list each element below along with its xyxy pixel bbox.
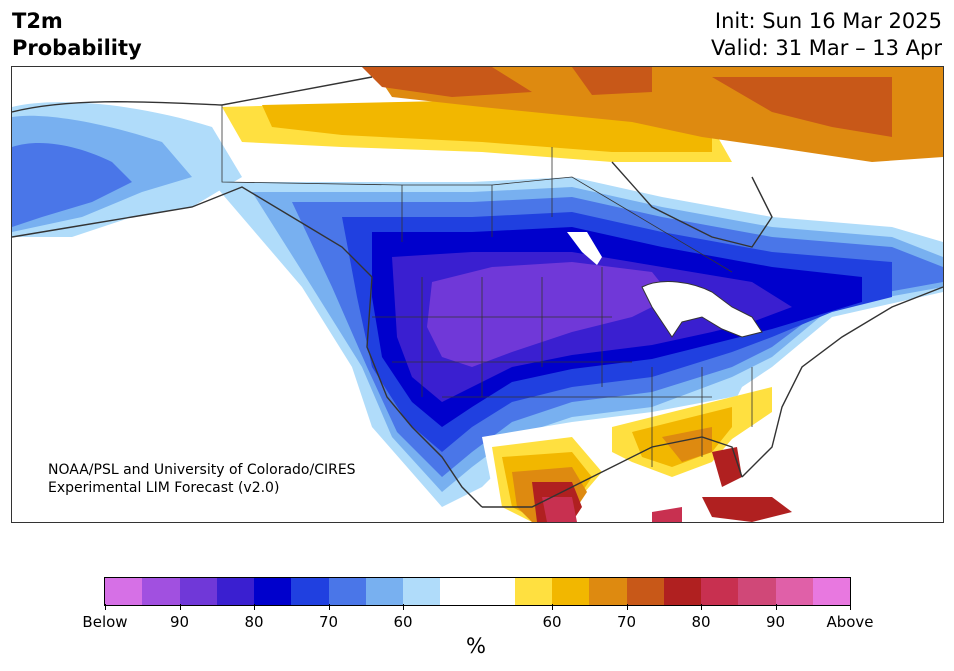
colorbar-segment [514, 578, 552, 605]
colorbar-tick-mark [254, 604, 255, 610]
colorbar-tick-label: 70 [616, 613, 637, 631]
colorbar-segment [738, 578, 776, 605]
colorbar-tick-label: 80 [691, 613, 711, 631]
colorbar-segment [179, 578, 217, 605]
colorbar-segment [403, 578, 441, 605]
colorbar-unit: % [466, 634, 486, 658]
colorbar-segment [105, 578, 143, 605]
colorbar-segment [365, 578, 403, 605]
colorbar [104, 577, 851, 606]
colorbar-segment [291, 578, 329, 605]
colorbar-segment [552, 578, 590, 605]
colorbar-tick-label: 70 [318, 613, 339, 631]
colorbar-tick-label: 90 [169, 613, 190, 631]
colorbar-tick-mark [850, 604, 851, 610]
colorbar-segment [254, 578, 292, 605]
coastlines [12, 76, 943, 508]
colorbar-segment [812, 578, 850, 605]
credit-line-2: Experimental LIM Forecast (v2.0) [48, 480, 280, 496]
colorbar-tick-label: 60 [393, 613, 413, 631]
warm-rose [542, 497, 682, 522]
lake-winnipeg [567, 232, 602, 265]
colorbar-tick-label: 80 [244, 613, 264, 631]
cold-90 [427, 262, 672, 367]
credit-line-1: NOAA/PSL and University of Colorado/CIRE… [48, 462, 356, 478]
map-title: T2m Probability [12, 9, 142, 60]
colorbar-segment [663, 578, 701, 605]
colorbar-tick-mark [775, 604, 777, 610]
great-lakes [641, 281, 763, 338]
forecast-dates: Init: Sun 16 Mar 2025 Valid: 31 Mar – 13… [711, 8, 942, 62]
colorbar-tick-mark [626, 604, 628, 610]
credit-text: NOAA/PSL and University of Colorado/CIRE… [48, 461, 356, 497]
colorbar-segment [589, 578, 627, 605]
colorbar-segment [626, 578, 664, 605]
colorbar-tick-label: Below [82, 613, 128, 631]
colorbar-segment [440, 578, 478, 605]
colorbar-tick-mark [403, 604, 404, 610]
colorbar-tick-mark [328, 604, 330, 610]
init-date: Init: Sun 16 Mar 2025 [714, 9, 942, 33]
probability-map [12, 67, 943, 522]
colorbar-tick-mark [179, 604, 181, 610]
colorbar-segment [701, 578, 739, 605]
colorbar-tick-mark [552, 604, 553, 610]
colorbar-segment [216, 578, 254, 605]
colorbar-tick-label: Above [826, 613, 874, 631]
valid-range: Valid: 31 Mar – 13 Apr [711, 36, 942, 60]
map-panel [11, 66, 944, 523]
colorbar-tick-label: 60 [542, 613, 562, 631]
colorbar-segment [477, 578, 515, 605]
alaska-deep-blue [12, 142, 132, 227]
borders [221, 105, 753, 467]
warm-red [532, 447, 792, 522]
colorbar-tick-mark [701, 604, 702, 610]
colorbar-tick-label: 90 [765, 613, 786, 631]
colorbar-tick-mark [105, 604, 106, 610]
arctic-rust [362, 67, 892, 137]
colorbar-segment [142, 578, 180, 605]
colorbar-segment [775, 578, 813, 605]
colorbar-segment [328, 578, 366, 605]
